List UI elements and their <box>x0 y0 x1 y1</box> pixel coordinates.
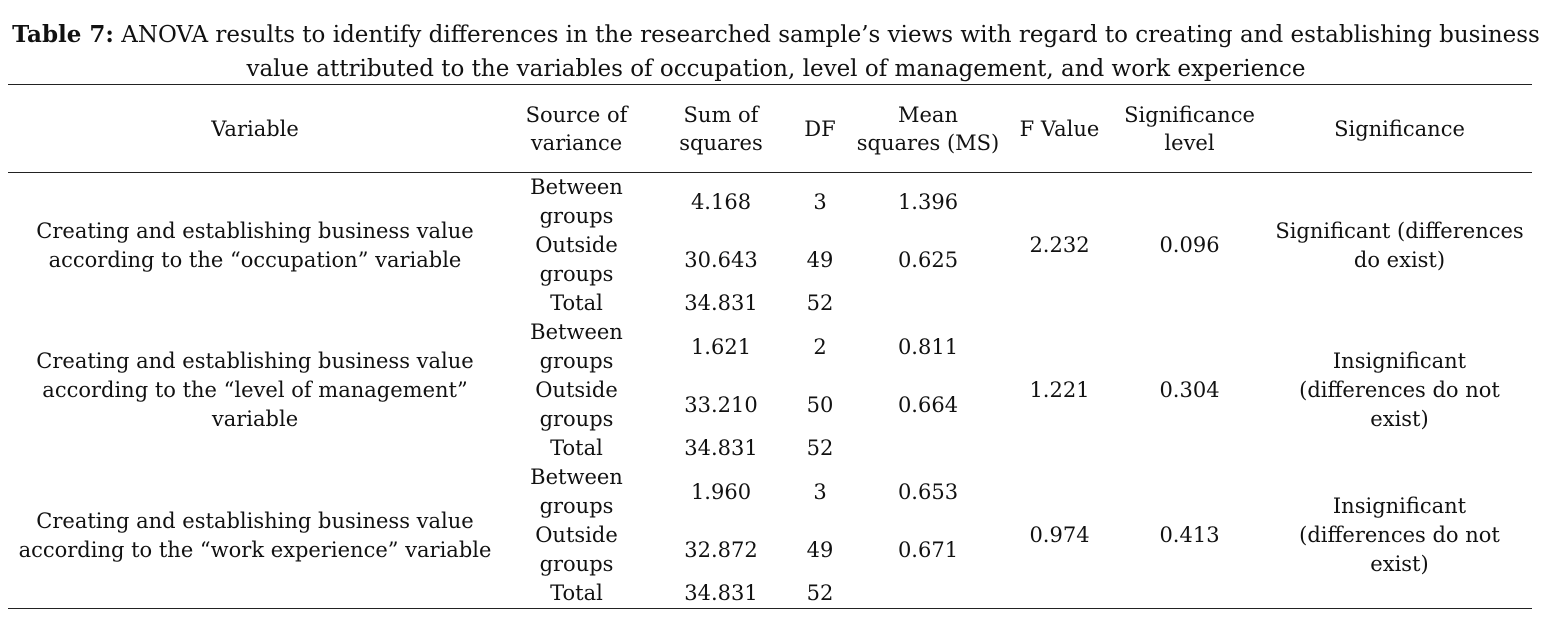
table-row: Creating and establishing business value… <box>8 173 1532 272</box>
header-mean-squares: Mean squares (MS) <box>849 84 1007 173</box>
header-row: Variable Source of variance Sum of squar… <box>8 84 1532 173</box>
source-cell: Total <box>550 291 603 315</box>
sum-squares-cell: 30.643 <box>684 247 758 272</box>
caption-label: Table 7: <box>12 21 114 48</box>
table-row: Creating and establishing business value… <box>8 318 1532 431</box>
sum-squares-cell: 34.831 <box>684 291 758 315</box>
table-caption: Table 7: ANOVA results to identify diffe… <box>0 18 1552 86</box>
header-significance: Significance <box>1267 84 1532 173</box>
mean-squares-cell: 0.811 <box>897 334 959 359</box>
header-sum-squares: Sum of squares <box>651 84 791 173</box>
mean-squares-cell <box>849 434 1007 463</box>
source-cell: Between groups <box>530 320 623 373</box>
sum-squares-cell: 34.831 <box>651 579 791 609</box>
significance-cell: Insignificant (differences do not exist) <box>1299 349 1500 431</box>
df-cell: 49 <box>806 247 834 272</box>
significance-cell: Significant (differences do exist) <box>1275 218 1524 272</box>
df-cell: 52 <box>791 579 849 609</box>
significance-cell: Insignificant (differences do not exist) <box>1267 463 1532 609</box>
source-cell: Between groups <box>530 175 623 228</box>
sig-level-cell: 0.413 <box>1112 463 1267 609</box>
table-row: Total 34.831 52 <box>8 289 1532 318</box>
source-cell: Total <box>502 579 651 609</box>
source-cell: Outside groups <box>535 378 618 431</box>
header-df: DF <box>791 84 849 173</box>
source-cell: Total <box>550 436 603 460</box>
df-cell: 52 <box>806 436 834 460</box>
mean-squares-cell: 0.671 <box>897 537 959 562</box>
source-cell: Between groups <box>530 465 623 518</box>
anova-table: Variable Source of variance Sum of squar… <box>8 84 1532 609</box>
sum-squares-cell: 34.831 <box>684 436 758 460</box>
mean-squares-cell: 0.664 <box>897 392 959 417</box>
table-header: Variable Source of variance Sum of squar… <box>8 84 1532 173</box>
mean-squares-cell: 0.625 <box>897 247 959 272</box>
table-row: Outside groups 30.643 49 0.625 <box>8 231 1532 289</box>
sig-level-cell: 0.096 <box>1159 233 1220 257</box>
sum-squares-cell: 33.210 <box>684 392 758 417</box>
variable-cell: Creating and establishing business value… <box>36 218 474 272</box>
table-row: Total 34.831 52 <box>8 579 1532 609</box>
mean-squares-cell: 1.396 <box>897 189 959 214</box>
f-value-cell: 2.232 <box>1029 233 1090 257</box>
table-row: Outside groups 32.872 49 0.671 <box>8 521 1532 579</box>
df-cell: 2 <box>813 334 827 359</box>
mean-squares-cell <box>849 579 1007 609</box>
table-row: Total 34.831 52 <box>8 434 1532 463</box>
df-cell: 3 <box>813 479 827 504</box>
mean-squares-cell <box>849 289 1007 318</box>
df-cell: 50 <box>806 392 834 417</box>
mean-squares-cell: 0.653 <box>897 479 959 504</box>
f-value-cell: 0.974 <box>1007 463 1112 609</box>
header-source: Source of variance <box>502 84 651 173</box>
sig-level-cell: 0.304 <box>1159 378 1220 402</box>
sum-squares-cell: 4.168 <box>690 189 752 214</box>
header-variable: Variable <box>8 84 502 173</box>
source-cell: Outside groups <box>535 233 618 286</box>
df-cell: 52 <box>806 291 834 315</box>
table-row: Outside groups 33.210 50 0.664 <box>8 376 1532 434</box>
df-cell: 3 <box>813 189 827 214</box>
header-f-value: F Value <box>1007 84 1112 173</box>
f-value-cell: 1.221 <box>1029 378 1090 402</box>
table-row: Creating and establishing business value… <box>8 463 1532 609</box>
sum-squares-cell: 1.621 <box>690 334 752 359</box>
caption-text: ANOVA results to identify differences in… <box>121 22 1540 82</box>
sum-squares-cell: 1.960 <box>690 479 752 504</box>
variable-cell: Creating and establishing business value… <box>8 463 502 609</box>
sum-squares-cell: 32.872 <box>684 537 758 562</box>
header-sig-level: Significance level <box>1112 84 1267 173</box>
df-cell: 49 <box>806 537 834 562</box>
variable-cell: Creating and establishing business value… <box>36 349 474 431</box>
source-cell: Outside groups <box>535 523 618 576</box>
table-body: Creating and establishing business value… <box>8 173 1532 609</box>
